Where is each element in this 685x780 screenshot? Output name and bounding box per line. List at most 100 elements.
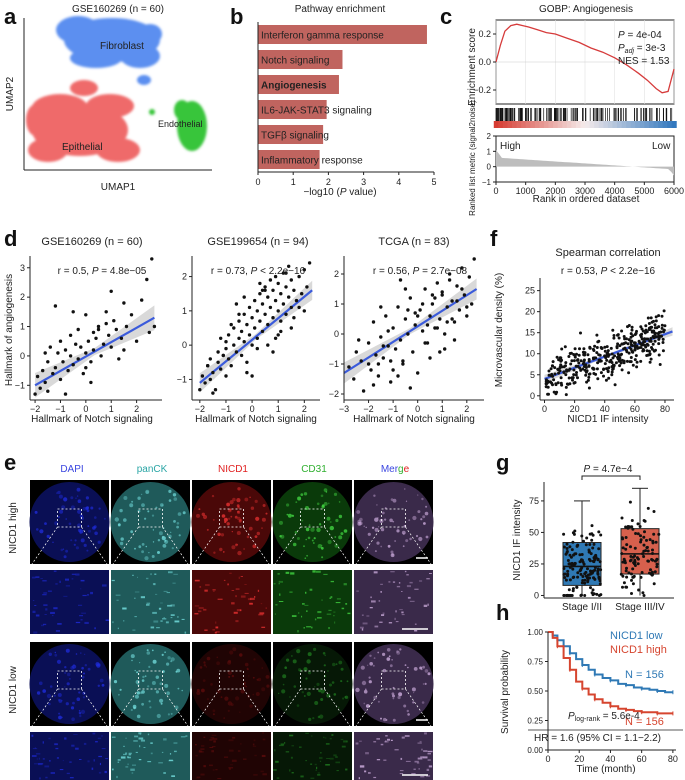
if-zoom-speckle [399, 773, 404, 775]
d2Chart-point [297, 274, 301, 279]
if-zoom-speckle [414, 623, 417, 625]
if-speckle [323, 502, 328, 506]
g-stat-label: P [584, 464, 591, 475]
if-speckle [83, 543, 87, 548]
bar-0 [258, 25, 427, 44]
if-zoom-speckle [56, 757, 59, 759]
if-speckle [142, 675, 145, 679]
d2Chart-point [237, 336, 241, 340]
if-speckle [166, 691, 170, 695]
d1Chart-point [117, 357, 121, 361]
box-point-1 [639, 534, 642, 538]
if-zoom-speckle [90, 591, 93, 595]
if-zoom-speckle [311, 626, 313, 629]
if-zoom-bg [30, 732, 109, 780]
d1Chart-xtick-label-2: 0 [83, 404, 88, 414]
if-zoom-speckle [399, 609, 403, 611]
if-zoom-speckle [84, 621, 89, 624]
if-speckle [152, 529, 155, 531]
box-point-1 [633, 564, 637, 567]
if-zoom-speckle [400, 757, 403, 760]
if-speckle [425, 535, 429, 539]
d2Chart-point [271, 288, 275, 292]
if-zoom-speckle [169, 759, 173, 761]
if-zoom-speckle [365, 752, 369, 755]
if-speckle [421, 497, 424, 501]
if-speckle [401, 530, 406, 535]
d3Chart-point [406, 308, 410, 312]
if-speckle [72, 664, 77, 669]
fChart-point [610, 370, 614, 374]
fChart-point [650, 325, 654, 329]
if-zoom-speckle [369, 607, 373, 609]
fChart-point [641, 329, 645, 333]
km-xtick-label-4: 80 [668, 754, 678, 764]
if-speckle [304, 557, 307, 559]
box-point-1 [654, 540, 658, 544]
if-speckle [256, 678, 259, 681]
if-zoom-speckle [359, 740, 362, 742]
if-zoom-speckle [341, 745, 346, 748]
fChart-point [555, 390, 559, 394]
if-zoom-speckle [301, 615, 303, 618]
fChart-point [584, 373, 588, 377]
fChart-point [620, 329, 624, 333]
fChart-point [645, 354, 649, 357]
if-zoom-guide-left [355, 526, 382, 565]
d2Chart-point [237, 312, 241, 316]
d3Chart-point [470, 302, 474, 306]
if-zoom-speckle [341, 607, 345, 610]
fChart-point [654, 319, 658, 323]
if-zoom-speckle [278, 580, 283, 583]
fChart-point [647, 328, 651, 331]
if-speckle [254, 535, 258, 538]
if-zoom-speckle [317, 772, 320, 774]
if-speckle [326, 516, 331, 521]
fChart-point [642, 349, 646, 352]
panel-c: c GOBP: Angiogenesis Enrichment score Ra… [440, 4, 684, 216]
d3Chart-point [438, 350, 442, 354]
if-tile-row0-col2 [191, 480, 272, 565]
panel-d: d Hallmark of angiogenesis −2 −1 0 1 2−10123… [4, 226, 484, 425]
if-zoom-speckle [59, 769, 64, 771]
d3Chart-point [460, 287, 464, 291]
if-speckle [392, 498, 397, 503]
d2Chart-point [219, 336, 223, 340]
if-speckle [81, 666, 84, 670]
gsea-ramp-cell [498, 121, 504, 128]
d2Chart-point [255, 336, 259, 340]
d1Chart-point [109, 345, 113, 349]
box-point-0 [592, 542, 596, 546]
box-point-1 [641, 591, 645, 595]
f-ylabel: Microvascular density (%) [494, 273, 505, 387]
box-point-1 [621, 560, 625, 564]
if-speckle [237, 487, 241, 491]
if-speckle [152, 659, 157, 664]
fChart-point [596, 340, 600, 344]
umap-title: GSE160269 (n = 60) [72, 4, 164, 15]
g-stat: P = 4.7e−4 [584, 464, 633, 475]
panel-label-c: c [440, 4, 452, 29]
gsea-ramp-cell [612, 121, 618, 128]
fChart-point [596, 377, 600, 381]
if-zoom-speckle [80, 579, 85, 582]
if-zoom-speckle [317, 617, 322, 619]
fChart-point [551, 360, 555, 364]
if-speckle [312, 717, 315, 720]
d1Chart-point [41, 368, 45, 373]
d1Chart-point [66, 368, 70, 373]
if-speckle [44, 522, 47, 525]
bar-label-2: Angiogenesis [261, 81, 327, 92]
if-speckle [374, 550, 377, 553]
d2Chart-point [245, 360, 249, 364]
bar-xlabel-pre: −log10 ( [303, 187, 340, 198]
d1Chart-point [104, 321, 108, 326]
fChart-point [639, 333, 643, 337]
if-zoom-speckle [65, 585, 70, 587]
if-zoom-speckle [275, 760, 279, 763]
box-ytick-label-1: 25 [529, 559, 539, 569]
if-zoom-speckle [335, 761, 340, 764]
fChart-point [649, 316, 653, 320]
if-speckle [73, 543, 76, 546]
